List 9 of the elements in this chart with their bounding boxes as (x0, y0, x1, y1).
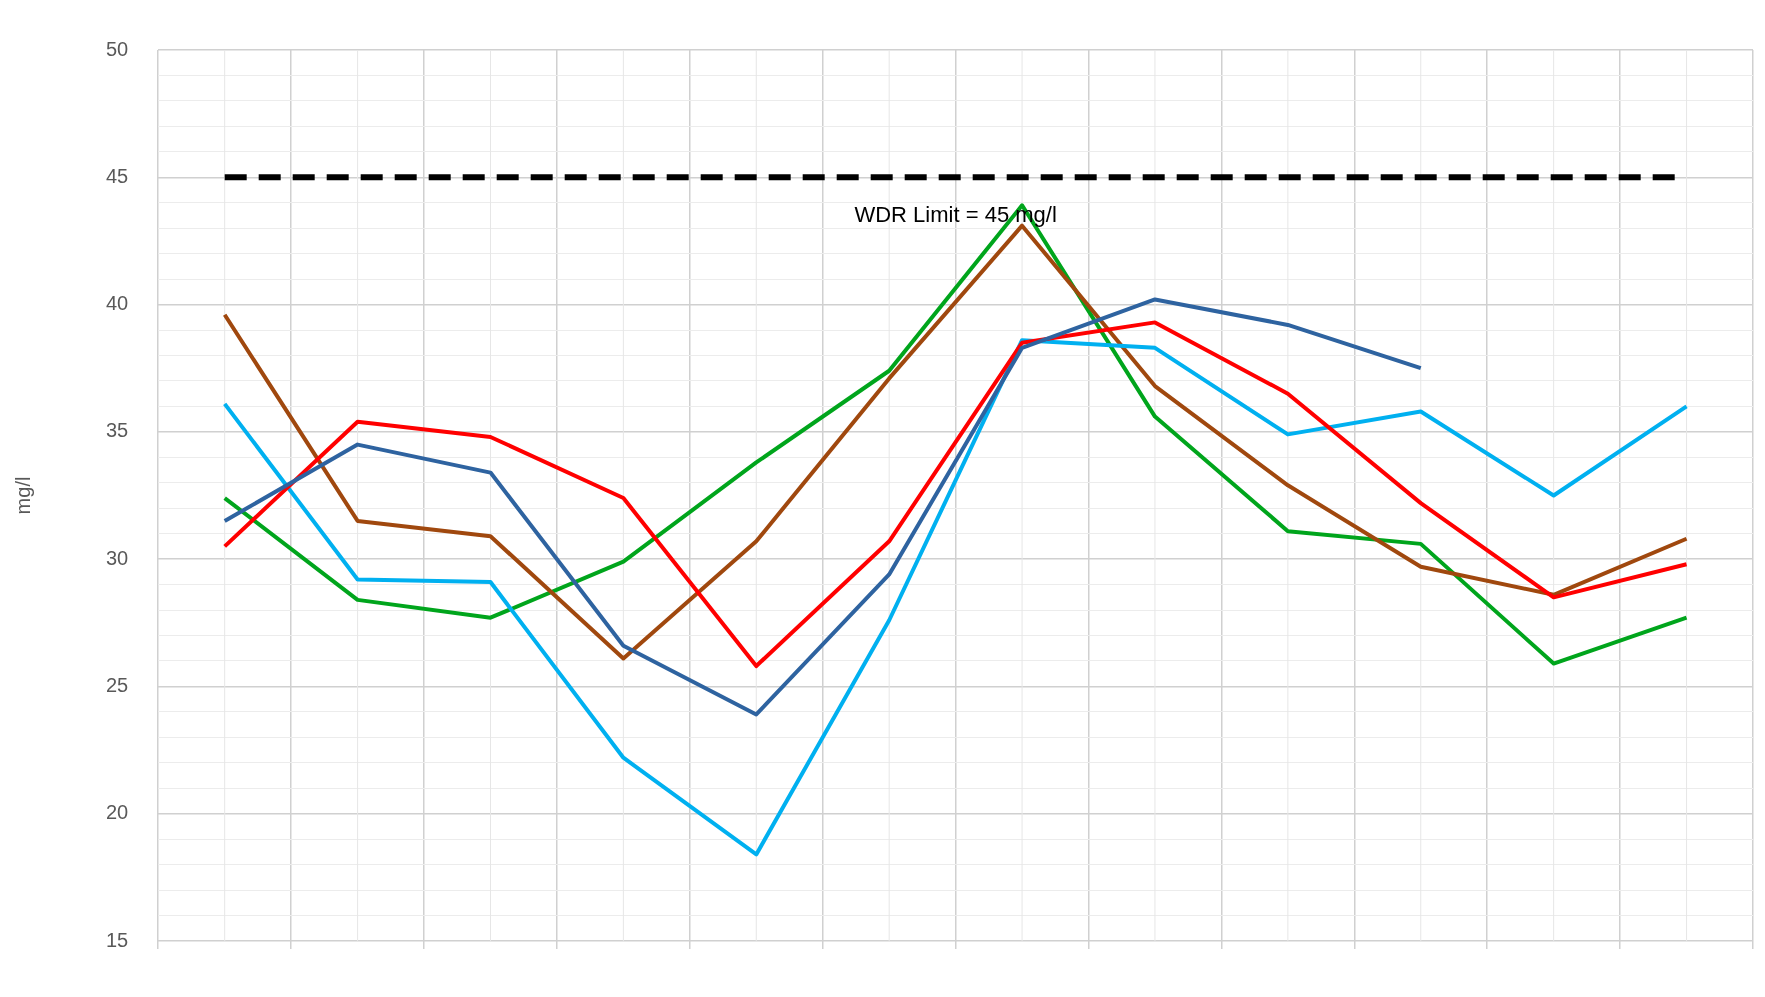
y-tick-label: 40 (106, 292, 129, 315)
y-tick-label: 45 (106, 164, 129, 187)
y-tick-label: 50 (106, 37, 129, 60)
y-tick-label: 25 (106, 673, 129, 696)
y-tick-label: 30 (106, 546, 129, 569)
y-tick-label: 35 (106, 419, 129, 442)
y-axis-title: mg/l (11, 476, 34, 515)
y-tick-label: 20 (106, 801, 129, 824)
y-tick-label: 15 (106, 928, 129, 951)
